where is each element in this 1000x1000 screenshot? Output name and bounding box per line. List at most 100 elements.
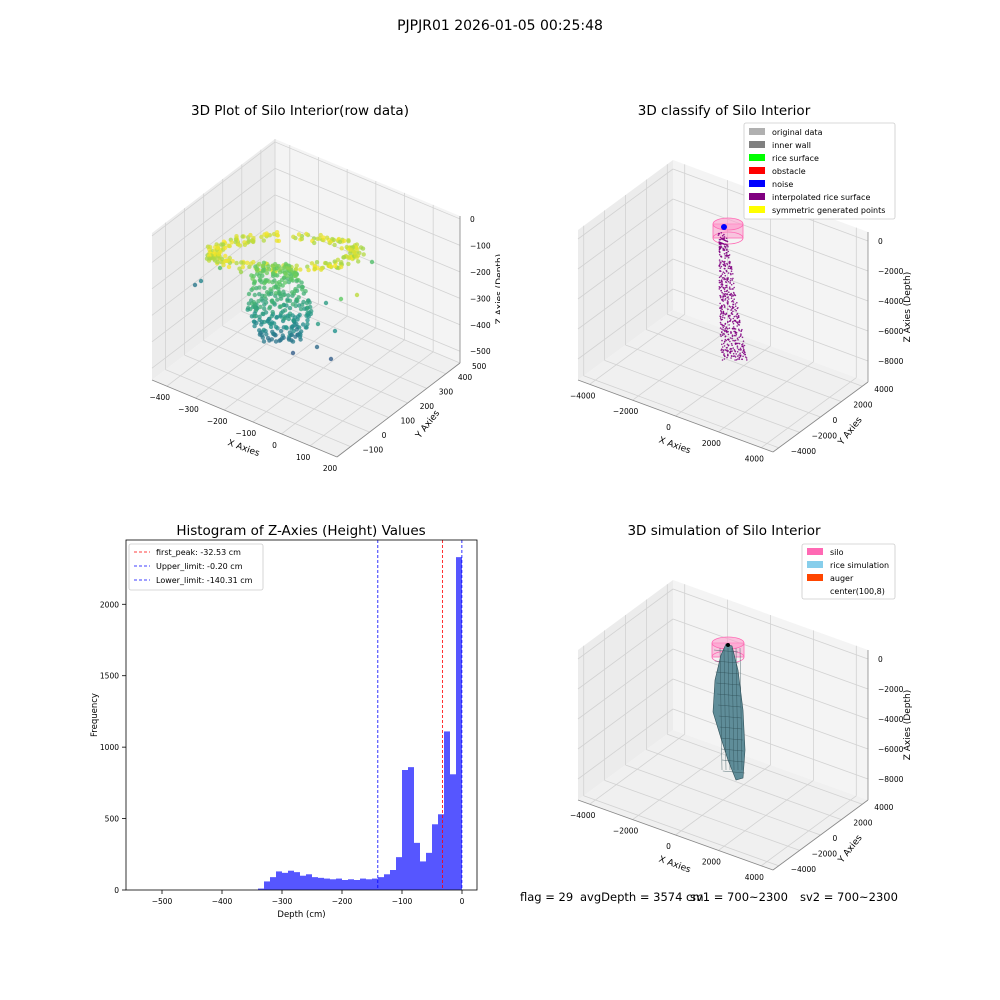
point xyxy=(723,253,726,255)
point xyxy=(721,277,724,279)
grid-line xyxy=(260,296,447,375)
point xyxy=(733,319,736,322)
point xyxy=(719,281,722,284)
point xyxy=(736,301,738,304)
point xyxy=(724,330,726,333)
point xyxy=(242,242,248,247)
point xyxy=(299,329,304,334)
point xyxy=(240,264,245,270)
point xyxy=(730,331,732,333)
y-tick-label: −4000 xyxy=(791,447,817,456)
grid-line xyxy=(577,168,674,240)
point xyxy=(722,349,724,351)
mesh-line xyxy=(722,770,745,774)
z-tick-label: −8000 xyxy=(878,775,904,784)
point xyxy=(261,319,267,325)
grid-line xyxy=(281,339,405,435)
point xyxy=(730,348,733,350)
point xyxy=(294,297,299,302)
point xyxy=(724,349,726,351)
point xyxy=(353,253,359,258)
point xyxy=(265,290,270,295)
point xyxy=(264,270,270,276)
legend-label: symmetric generated points xyxy=(772,206,885,215)
point xyxy=(739,349,741,351)
point xyxy=(257,328,262,333)
legend-label: rice surface xyxy=(772,154,819,163)
point xyxy=(729,319,732,322)
point xyxy=(726,331,728,334)
point xyxy=(733,334,736,337)
x-tick-label: 200 xyxy=(323,464,338,473)
noise-marker xyxy=(721,224,727,230)
grid-line xyxy=(583,795,779,867)
point xyxy=(728,254,731,256)
point xyxy=(737,358,739,360)
flag-text: flag = 29 xyxy=(520,890,574,904)
z-tick-label: −4000 xyxy=(878,715,904,724)
point xyxy=(723,345,726,347)
point xyxy=(318,267,324,272)
y-tick-label: 0 xyxy=(833,834,838,843)
point xyxy=(730,311,733,314)
point xyxy=(245,307,250,312)
legend-swatch xyxy=(807,561,823,568)
x-axis-line xyxy=(151,379,338,458)
x-tick-label: 4000 xyxy=(745,455,764,464)
grid-line xyxy=(625,764,821,836)
point xyxy=(724,340,726,343)
point xyxy=(314,260,320,265)
point xyxy=(736,317,739,320)
point xyxy=(721,339,723,342)
x-tick-label: −300 xyxy=(272,897,293,906)
point xyxy=(361,252,366,257)
point xyxy=(263,300,269,305)
grid-lines xyxy=(577,584,869,867)
pane-back xyxy=(275,139,460,363)
point xyxy=(270,263,275,268)
point xyxy=(723,237,725,240)
point xyxy=(729,306,732,308)
mesh-line xyxy=(713,649,739,653)
legend-frame xyxy=(128,543,264,591)
point xyxy=(274,230,280,235)
point xyxy=(731,335,734,338)
point xyxy=(722,342,725,345)
silo-cylinder xyxy=(712,217,744,245)
point xyxy=(341,255,347,260)
point xyxy=(731,294,733,296)
z-tick-label: −8000 xyxy=(878,357,904,366)
legend-frame xyxy=(743,122,896,220)
point xyxy=(731,313,734,316)
point xyxy=(738,354,740,356)
point xyxy=(722,286,724,289)
legend-swatch xyxy=(807,574,823,581)
point xyxy=(718,245,721,248)
histogram-bar xyxy=(294,872,300,890)
point xyxy=(240,234,245,239)
mesh-line xyxy=(731,647,735,771)
point xyxy=(321,235,326,240)
point xyxy=(727,280,730,283)
point xyxy=(260,273,265,278)
grid-line xyxy=(274,273,461,352)
point xyxy=(270,309,275,315)
legend-swatch xyxy=(749,154,765,161)
point xyxy=(734,339,737,342)
point xyxy=(737,316,740,318)
point xyxy=(718,250,721,253)
grid-line xyxy=(274,168,461,246)
y-axis-line xyxy=(772,799,869,871)
z-tick-label: −300 xyxy=(470,294,491,303)
point xyxy=(735,315,737,317)
grid-line xyxy=(222,325,408,404)
grid-line xyxy=(672,618,869,690)
point xyxy=(266,264,271,269)
point xyxy=(742,347,745,349)
histogram-bar xyxy=(276,871,282,890)
grid-line xyxy=(577,588,674,660)
histogram-bar xyxy=(450,774,456,890)
point xyxy=(332,328,338,334)
point xyxy=(738,342,741,345)
point xyxy=(723,305,726,307)
